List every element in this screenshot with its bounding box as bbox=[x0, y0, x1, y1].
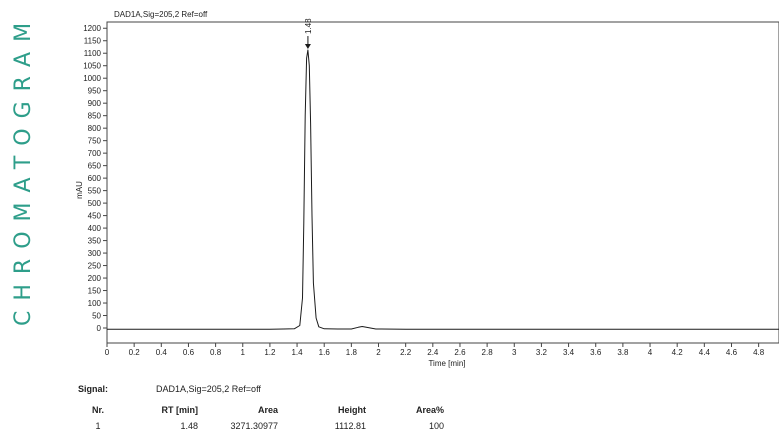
chromatogram-chart: DAD1A,Sig=205,2 Ref=off 0 50 100 150 200 250 3… bbox=[75, 10, 779, 368]
y-tick-label: 900 bbox=[88, 99, 102, 108]
x-tick-label: 4.2 bbox=[672, 348, 684, 357]
x-tick-label: 2.2 bbox=[400, 348, 412, 357]
series-line bbox=[107, 49, 779, 330]
y-tick-label: 100 bbox=[88, 299, 102, 308]
y-tick-label: 250 bbox=[88, 262, 102, 271]
column-header-height: Height bbox=[338, 405, 366, 415]
y-tick-label: 300 bbox=[88, 249, 102, 258]
column-header-area: Area bbox=[257, 405, 278, 415]
x-tick-label: 1.4 bbox=[291, 348, 303, 357]
x-tick-label: 0.4 bbox=[156, 348, 168, 357]
x-tick-label: 0.8 bbox=[210, 348, 222, 357]
y-tick-label: 450 bbox=[88, 212, 102, 221]
column-header-area-pct: Area% bbox=[415, 405, 444, 415]
y-tick-label: 1150 bbox=[84, 37, 102, 46]
signal-value: DAD1A,Sig=205,2 Ref=off bbox=[156, 384, 261, 394]
results-section: Signal: DAD1A,Sig=205,2 Ref=off Nr. RT [… bbox=[78, 384, 498, 431]
y-axis-title: mAU bbox=[75, 181, 84, 199]
x-tick-label: 2 bbox=[376, 348, 381, 357]
cell-area: 3271.30977 bbox=[230, 421, 278, 431]
x-tick-label: 1.2 bbox=[264, 348, 276, 357]
cell-rt: 1.48 bbox=[180, 421, 198, 431]
x-tick-label: 2.4 bbox=[427, 348, 439, 357]
x-tick-label: 3 bbox=[512, 348, 517, 357]
x-tick-label: 4 bbox=[648, 348, 653, 357]
x-tick-label: 0.2 bbox=[129, 348, 141, 357]
column-header-nr: Nr. bbox=[91, 405, 104, 415]
y-tick-label: 650 bbox=[88, 162, 102, 171]
series-layer bbox=[107, 49, 779, 330]
cell-area-pct: 100 bbox=[428, 421, 444, 431]
y-tick-label: 1000 bbox=[83, 74, 101, 83]
peak-arrow bbox=[304, 44, 311, 50]
results-table: Nr. RT [min] Area Height Area% 1 1.48 32… bbox=[78, 402, 444, 434]
y-tick-label: 150 bbox=[88, 287, 102, 296]
y-tick-label: 750 bbox=[88, 137, 102, 146]
x-tick-label: 4.8 bbox=[753, 348, 765, 357]
signal-row: Signal: DAD1A,Sig=205,2 Ref=off bbox=[78, 384, 498, 398]
cell-nr: 1 bbox=[95, 421, 101, 431]
y-tick-label: 950 bbox=[88, 87, 102, 96]
x-tick-label: 3.4 bbox=[563, 348, 575, 357]
y-tick-label: 1200 bbox=[83, 24, 101, 33]
y-tick-label: 50 bbox=[92, 312, 101, 321]
x-tick-label: 3.2 bbox=[536, 348, 548, 357]
x-tick-label: 4.6 bbox=[726, 348, 738, 357]
x-tick-label: 1 bbox=[241, 348, 246, 357]
table-row: 1 1.48 3271.30977 1112.81 100 bbox=[78, 418, 444, 434]
x-tick-label: 3.6 bbox=[590, 348, 602, 357]
x-tick-label: 2.8 bbox=[482, 348, 494, 357]
y-tick-label: 1050 bbox=[83, 62, 101, 71]
y-tick-label: 350 bbox=[88, 237, 102, 246]
x-tick-label: 1.6 bbox=[319, 348, 331, 357]
signal-label: Signal: bbox=[78, 384, 109, 394]
y-tick-label: 550 bbox=[88, 187, 102, 196]
x-tick-label: 0.6 bbox=[183, 348, 195, 357]
column-header-rt: RT [min] bbox=[161, 405, 199, 415]
chart-title: DAD1A,Sig=205,2 Ref=off bbox=[114, 10, 208, 19]
x-tick-label: 2.6 bbox=[454, 348, 466, 357]
y-tick-label: 800 bbox=[88, 124, 102, 133]
results-header-row: Nr. RT [min] Area Height Area% bbox=[78, 402, 444, 418]
y-tick-label: 500 bbox=[88, 199, 102, 208]
y-tick-label: 600 bbox=[88, 174, 102, 183]
peak-label: 1.48 bbox=[304, 18, 313, 34]
y-tick-label: 1100 bbox=[84, 49, 102, 58]
peak-layer: 1.48 bbox=[304, 18, 313, 50]
x-axis-title: Time [min] bbox=[428, 359, 465, 368]
side-title-text: CHROMATOGRAM bbox=[11, 14, 36, 326]
x-tick-label: 4.4 bbox=[699, 348, 711, 357]
x-tick-label: 0 bbox=[105, 348, 110, 357]
y-tick-label: 700 bbox=[88, 149, 102, 158]
y-tick-label: 850 bbox=[88, 112, 102, 121]
y-tick-label: 0 bbox=[97, 324, 102, 333]
side-title: CHROMATOGRAM bbox=[11, 14, 36, 326]
plot-frame bbox=[106, 21, 779, 344]
y-tick-label: 200 bbox=[88, 274, 102, 283]
x-tick-label: 1.8 bbox=[346, 348, 358, 357]
cell-height: 1112.81 bbox=[334, 421, 366, 431]
x-axis: 0 0.2 0.4 0.6 0.8 1 1.2 1.4 1.6 1.8 2 2.2 2.4 2.6 2.8 3… bbox=[105, 343, 765, 357]
y-tick-label: 400 bbox=[88, 224, 102, 233]
y-axis: 0 50 100 150 200 250 300 350 400 450 500 550 600 650 7… bbox=[83, 24, 107, 333]
x-tick-label: 3.8 bbox=[617, 348, 629, 357]
